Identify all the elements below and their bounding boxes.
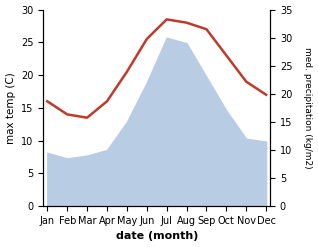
X-axis label: date (month): date (month) [115, 231, 198, 242]
Y-axis label: med. precipitation (kg/m2): med. precipitation (kg/m2) [303, 47, 313, 169]
Y-axis label: max temp (C): max temp (C) [5, 72, 16, 144]
